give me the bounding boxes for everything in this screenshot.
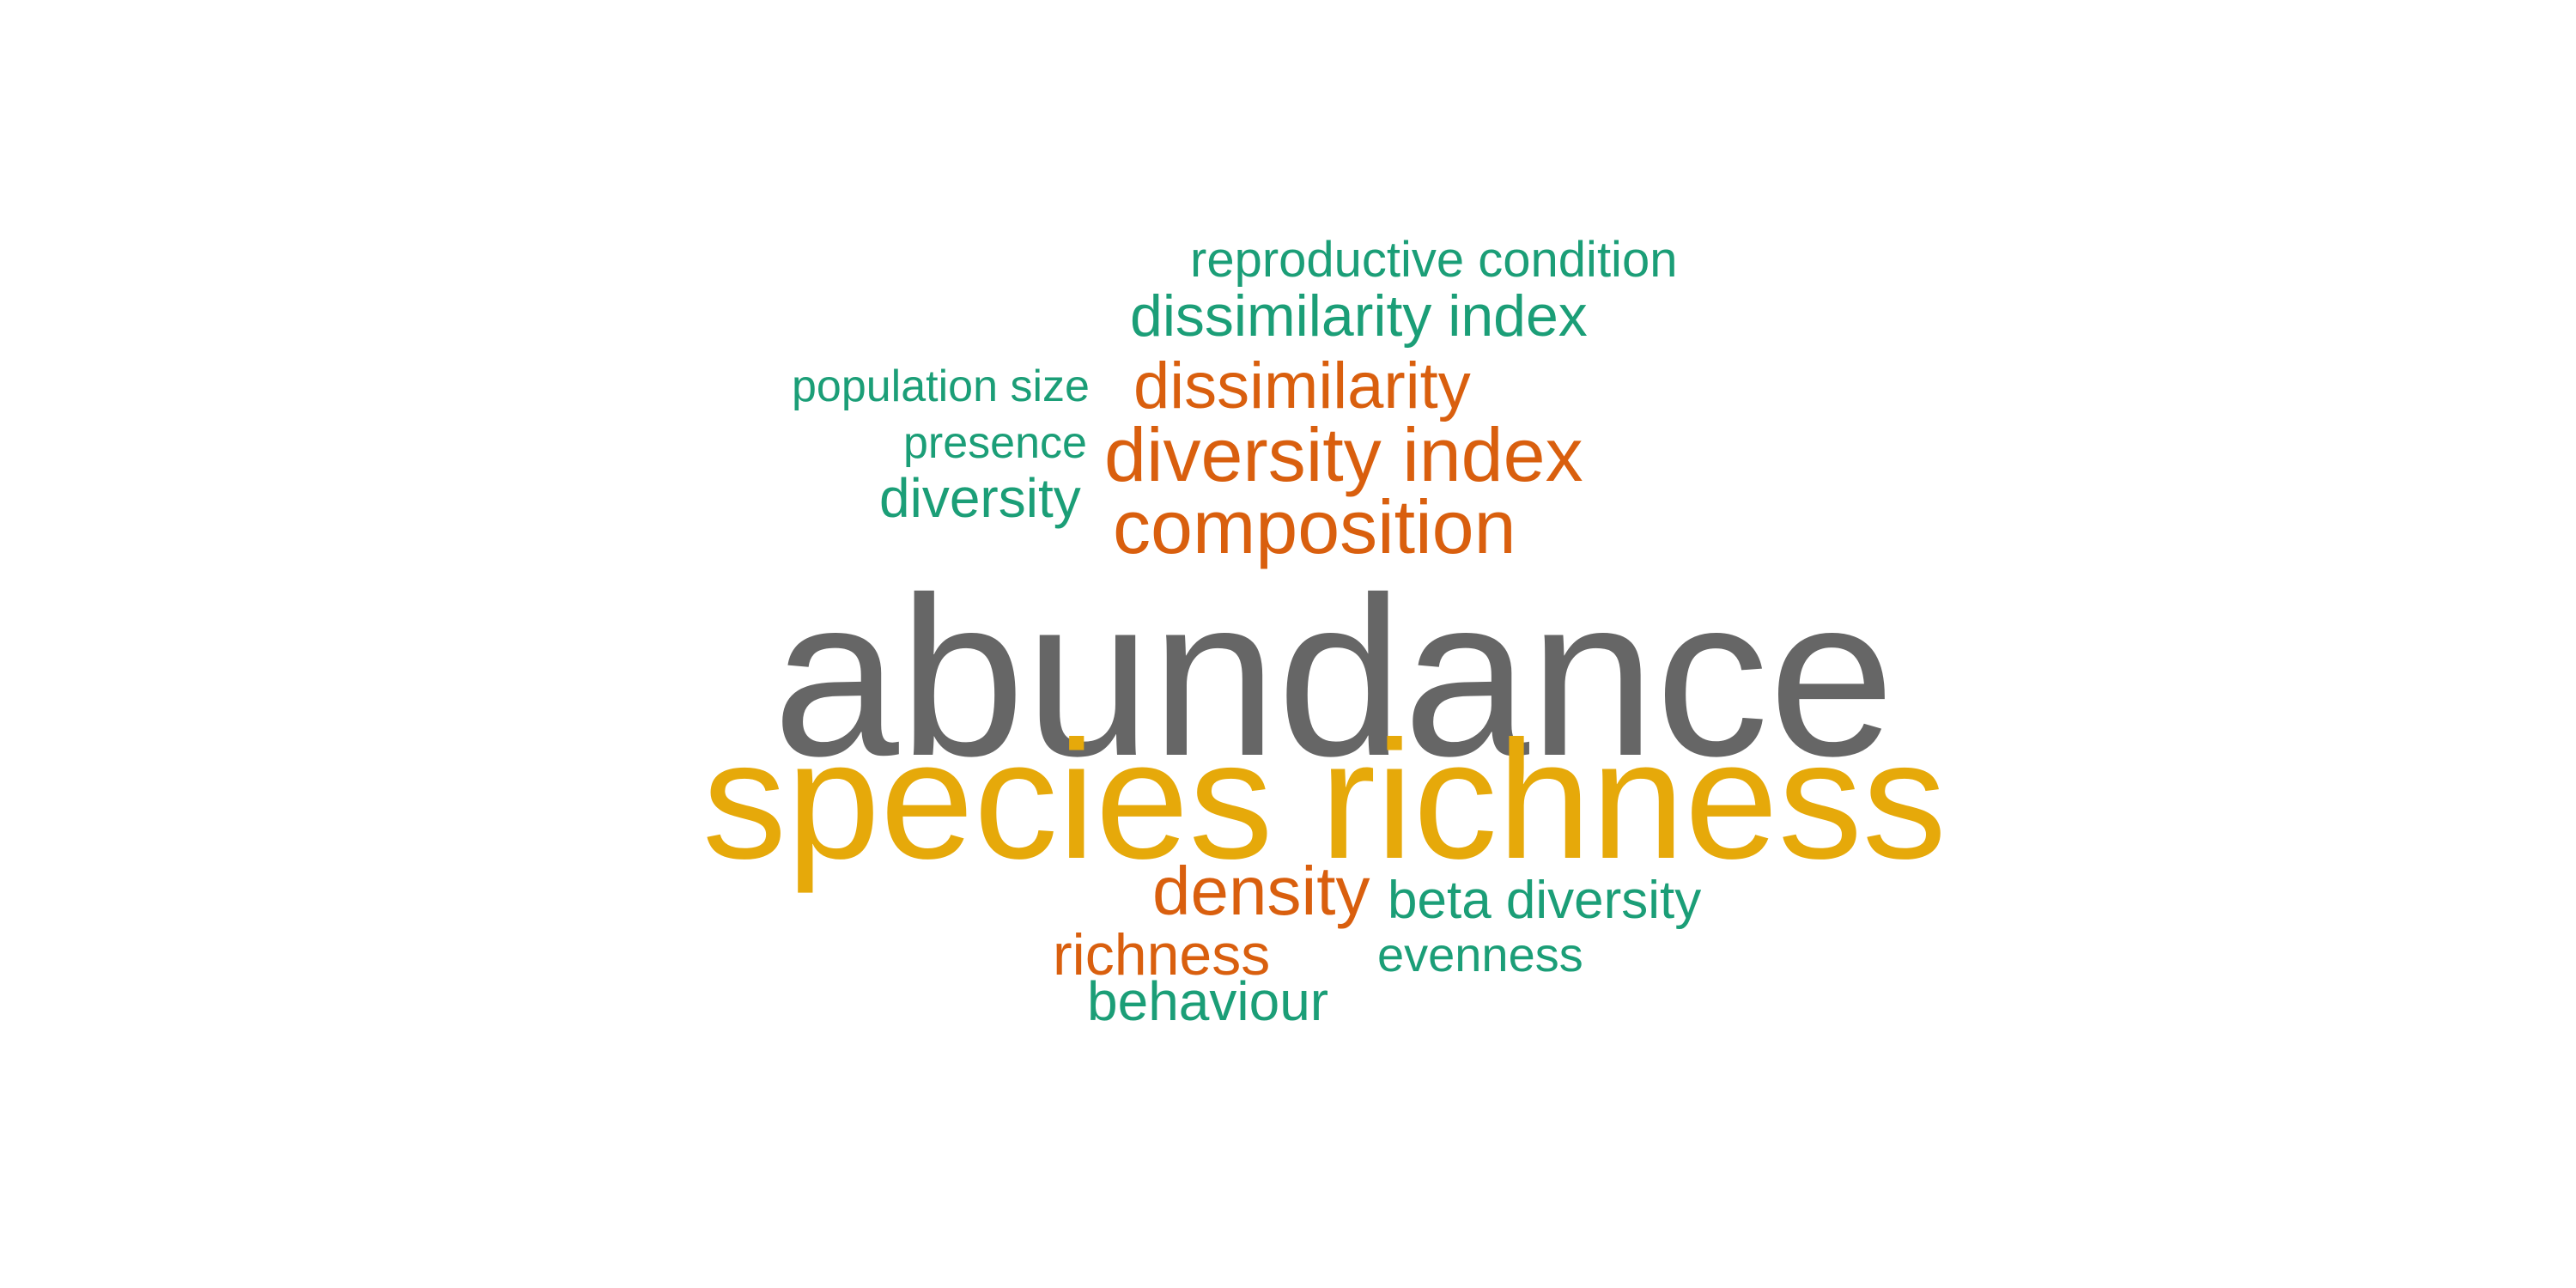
word-reproductive-condition: reproductive condition <box>1190 232 1678 288</box>
word-composition: composition <box>1113 484 1516 569</box>
word-presence: presence <box>903 418 1087 468</box>
word-dissimilarity-index: dissimilarity index <box>1130 283 1588 349</box>
word-evenness: evenness <box>1377 927 1583 981</box>
word-species-richness: species richness <box>702 706 1947 894</box>
word-density: density <box>1152 853 1370 929</box>
word-richness: richness <box>1053 922 1271 987</box>
word-abundance: abundance <box>773 550 1895 803</box>
word-behaviour: behaviour <box>1087 970 1329 1032</box>
word-beta-diversity: beta diversity <box>1388 871 1702 930</box>
word-diversity-index: diversity index <box>1104 412 1583 497</box>
word-dissimilarity: dissimilarity <box>1133 349 1471 422</box>
word-diversity: diversity <box>879 467 1081 529</box>
word-population-size: population size <box>792 361 1090 411</box>
